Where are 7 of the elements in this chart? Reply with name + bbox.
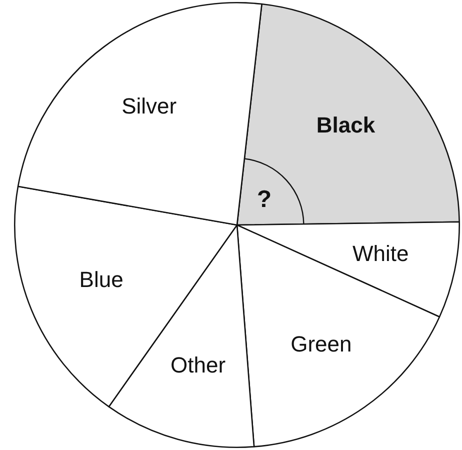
slice-label: Other — [170, 352, 226, 378]
slice-label: Blue — [79, 266, 124, 292]
slice-label: Green — [290, 331, 352, 356]
slice-label: Black — [316, 112, 376, 138]
text: ? — [256, 186, 272, 213]
slice-label: Silver — [122, 94, 177, 119]
slice-label: White — [352, 241, 409, 266]
